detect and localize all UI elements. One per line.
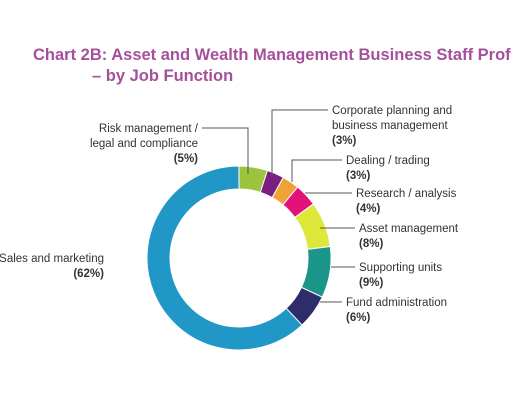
slice-name-label: Corporate planning and xyxy=(332,105,452,117)
slice-name-label: Supporting units xyxy=(359,262,442,274)
slice-percent-label: (4%) xyxy=(356,203,380,215)
slice-name-label: Dealing / trading xyxy=(346,155,430,167)
slice-percent-label: (3%) xyxy=(332,135,356,147)
slice-percent-label: (9%) xyxy=(359,277,383,289)
leader-line xyxy=(291,159,342,182)
slice-name-label: Risk management / xyxy=(99,123,199,135)
leader-line xyxy=(202,127,249,174)
slice-sales-and-marketing xyxy=(146,165,303,351)
slice-name-label: Research / analysis xyxy=(356,188,457,200)
slice-name-label: Asset management xyxy=(359,223,459,235)
slice-percent-label: (8%) xyxy=(359,238,383,250)
slice-name-label: business management xyxy=(332,120,449,132)
slice-name-label: Sales and marketing xyxy=(0,253,104,265)
slice-name-label: legal and compliance xyxy=(90,138,198,150)
chart-title-line1: Chart 2B: Asset and Wealth Management Bu… xyxy=(33,46,511,64)
chart-title: Chart 2B: Asset and Wealth Management Bu… xyxy=(33,45,511,87)
slice-percent-label: (5%) xyxy=(174,153,198,165)
donut-slices xyxy=(146,165,332,351)
leader-line xyxy=(271,109,328,176)
chart-subtitle: – by Job Function xyxy=(92,67,234,85)
slice-percent-label: (6%) xyxy=(346,312,370,324)
slice-name-label: Fund administration xyxy=(346,297,447,309)
slice-labels: Risk management / legal and compliance (5%… xyxy=(0,105,459,324)
slice-percent-label: (62%) xyxy=(73,268,104,280)
slice-percent-label: (3%) xyxy=(346,170,370,182)
